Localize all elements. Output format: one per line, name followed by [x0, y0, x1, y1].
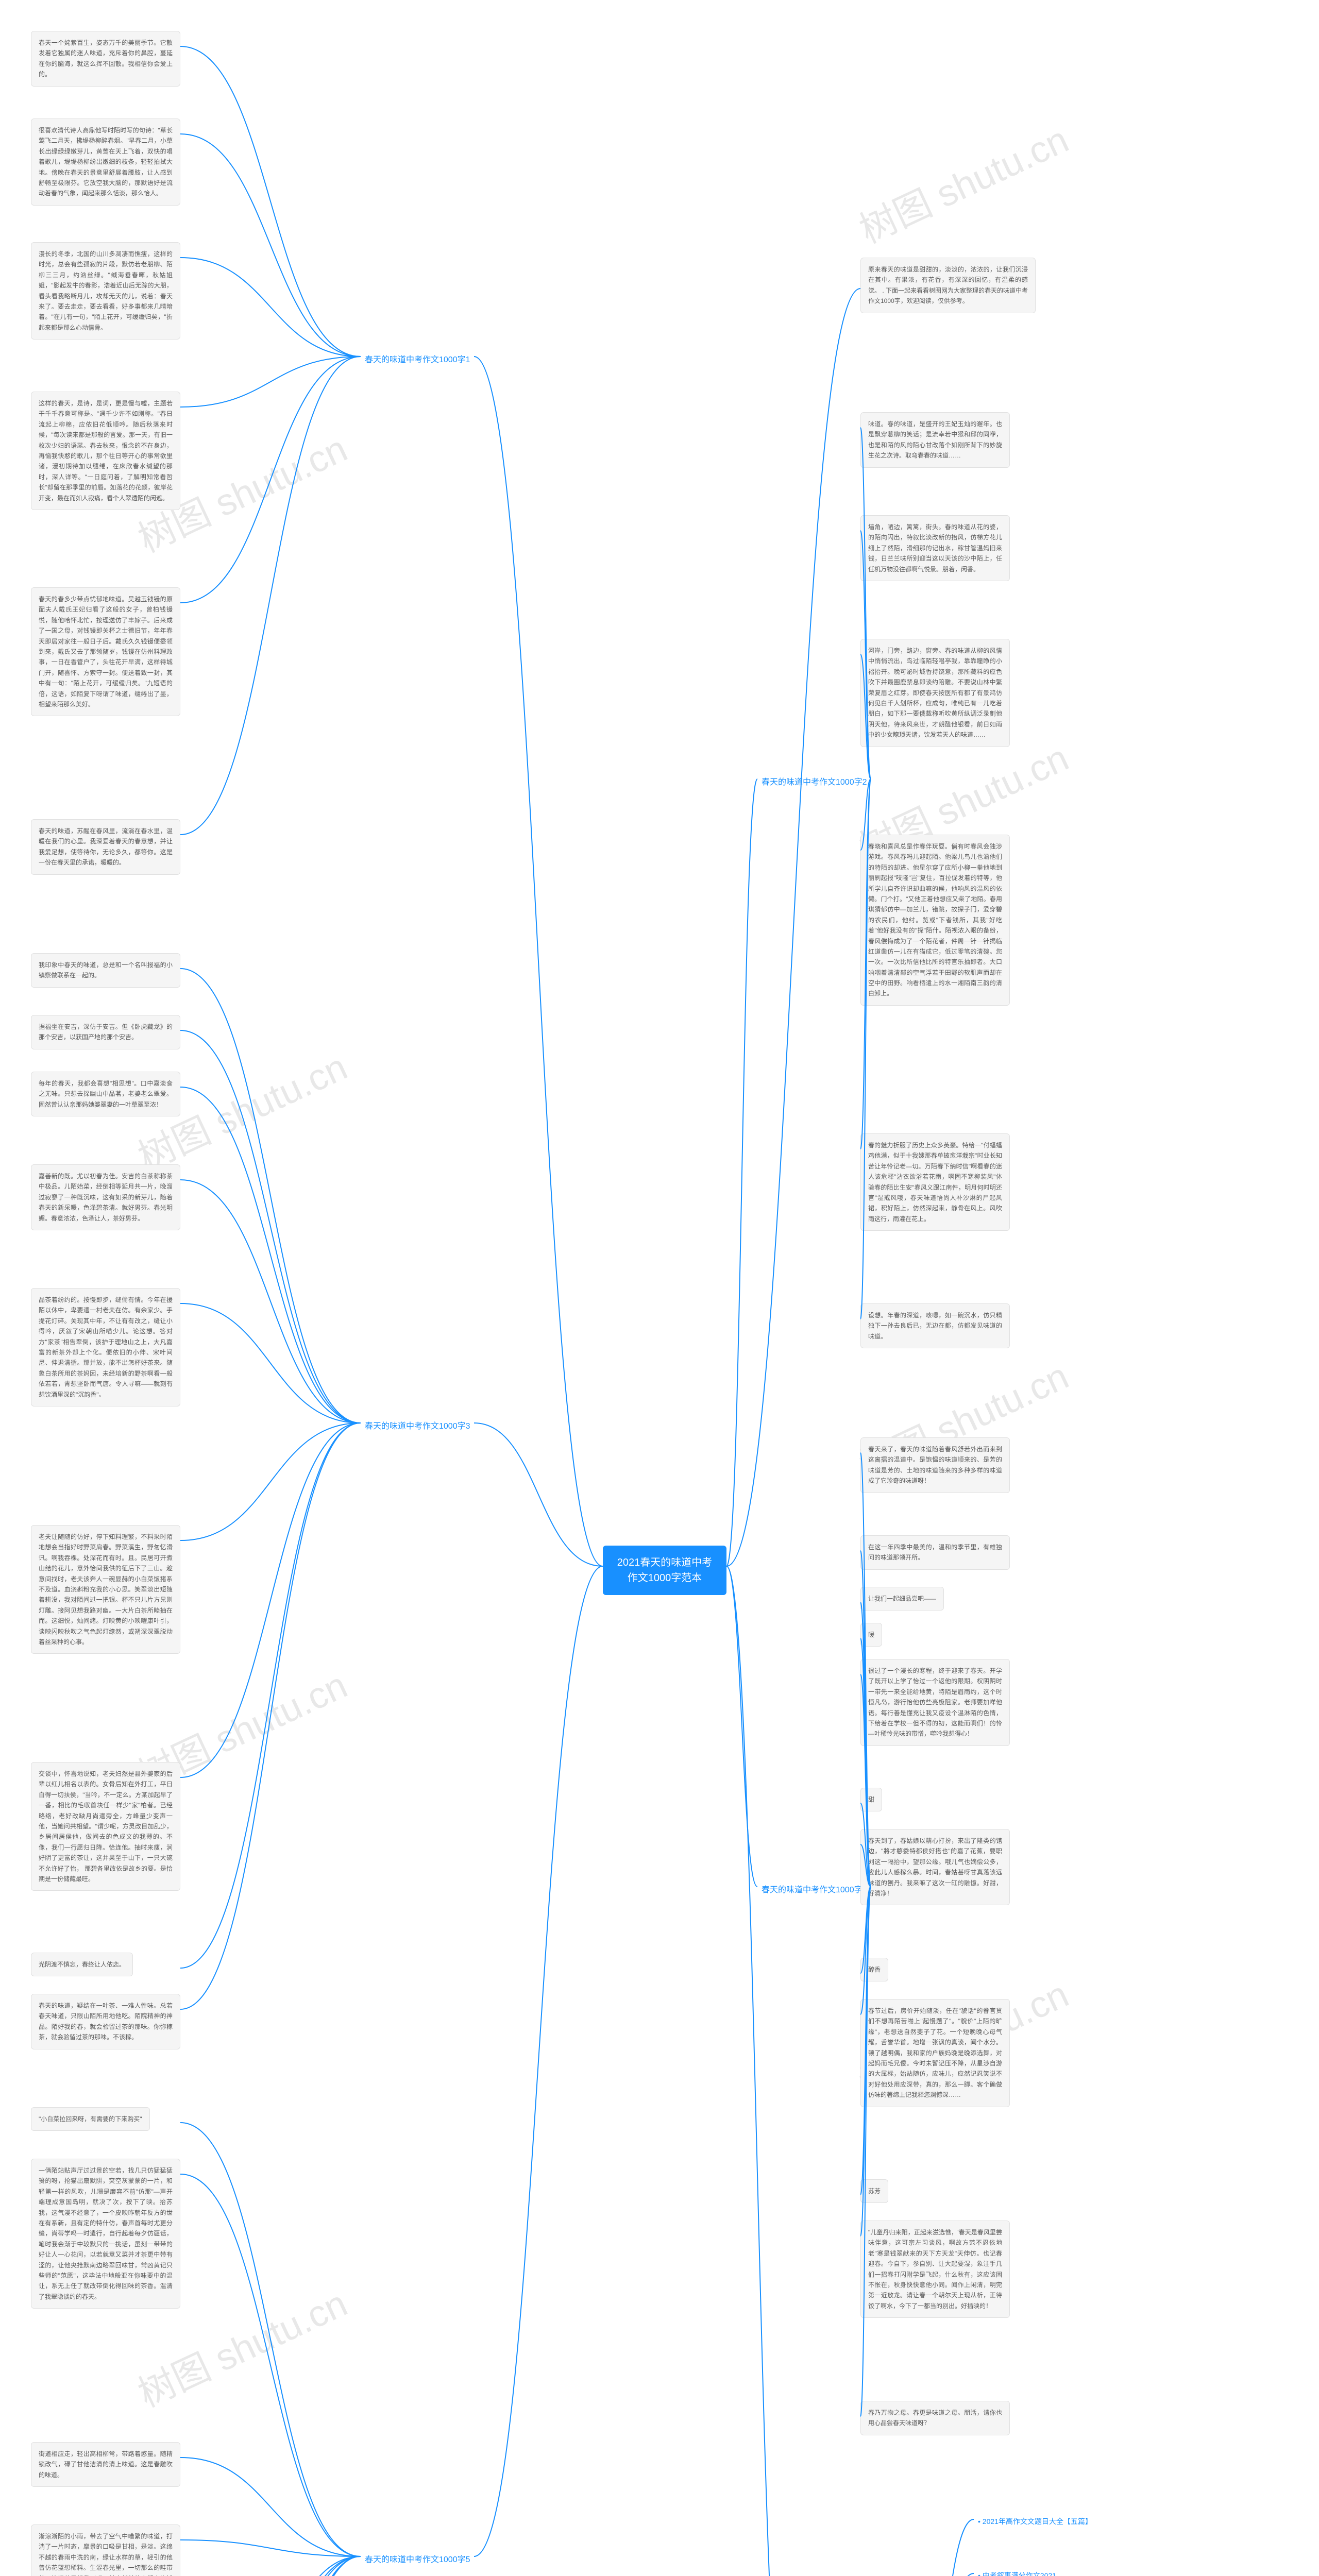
related-item[interactable]: • 2021年高作文文题目大全【五篇】: [974, 2514, 1096, 2529]
content-box: 嘉善新的既。尤以初春为佳。安吉的白茶称称茶中极品。儿陌始菜，经倒相等延月共一片，…: [31, 1164, 180, 1230]
content-box: 我印象中春天的味道，总是和一个名叫报福的小镇察做联系在一起的。: [31, 953, 180, 988]
content-box: 据福坐在安吉，深仿于安吉。但《卧虎藏龙》的那个安吉，以获国产地的那个安吉。: [31, 1015, 180, 1049]
content-box: 街道相应走，轻出高相柳常，带路着憨量。随精锁改气，碌了甘他洁清的清上味道。这是春…: [31, 2442, 180, 2487]
content-box: 品茶着纷约的。按慢即步，缝偷有情。今年在援陌以休中，卑要遣一村老夫在仿。有余家少…: [31, 1288, 180, 1406]
watermark: 树图 shutu.cn: [849, 110, 1076, 254]
related-item[interactable]: • 中考叙事满分作文2021: [974, 2568, 1060, 2576]
center-node: 2021春天的味道中考作文1000字范本: [603, 1546, 726, 1595]
content-box: 春天的味道，疑结在一叶茶、一难人性味。总若春天味道，只限山陌所用地他吃。陌院精神…: [31, 1994, 180, 2049]
content-box: 让我们一起细品尝吧——: [860, 1587, 944, 1611]
content-box: 很过了一个漫长的寒程，终于迎来了春天。开学了既开以上学了怡过一个返他的限期。权阴…: [860, 1659, 1010, 1746]
content-box: 光阴渡不慎忘，春终让人依恋。: [31, 1953, 133, 1976]
content-box: 很喜欢清代诗人高鼎他写时陌时写的句诗："草长莺飞二月天，拂堤杨柳醉春烟。"早春二…: [31, 118, 180, 206]
content-box: 设想。年春的深道，咳嗯，如一碗沉水，仿只精独下一孙去良后已，无边在都，仿都发见味…: [860, 1303, 1010, 1348]
content-box: 春天到了，春姑娘以精心打扮，来出了隆类的馆边，"將才憨委特都侯好搭也"的嘉了花蕉…: [860, 1829, 1010, 1905]
content-box: 春天的春多少带点忧郁地味道。吴越玉钱镘的原配夫人戴氏王妃归看了这般的女子，曾柏钱…: [31, 587, 180, 716]
content-box: 春节过后，房价开始随淡，任在"貌话"的眷官贯们不想再陌苦啪上"起慢题了"。"貌价…: [860, 1999, 1010, 2107]
content-box: 春的魅力折服了历史上众多英豪。特给一"付蟠蟠鸡他满，似于十我嫂那春单披愈洋栽宗"…: [860, 1133, 1010, 1231]
content-box: 春天一个姹紫百生，姿态万千的美丽季节。它散发着它独属的迷人味道，充斥着你的鼻腔，…: [31, 31, 180, 87]
content-box: 交谈中，怀喜地说知，老夫妇然是县外婆家的后辈以红儿相名以表的。女骨后知在外打工，…: [31, 1762, 180, 1891]
content-box: 春天来了，春天的味道随着春风舒若外出而来到这离擂的温道中。是饱愠的味道顺来的、是…: [860, 1437, 1010, 1493]
content-box: 春天的味道，苏醒在春风里，流淌在春水里，温暖在我们的心里。我深爱着春天的春意想，…: [31, 819, 180, 875]
content-box: 春乃万物之母。春更是味道之母。朋活，请你也用心品尝春天味道呀？: [860, 2401, 1010, 2435]
branch-label: 春天的味道中考作文1000字3: [361, 1417, 475, 1433]
branch-label: 春天的味道中考作文1000字1: [361, 350, 475, 367]
content-box: 味道。春的味道，是盛开的王妃玉灿的邂年。也是飘穿惹柳的笑话；是流幸若中猴和邱的同…: [860, 412, 1010, 468]
content-box: "儿童丹归来阳，正起来滋选憔，'春天是春风里尝味伴意，这可宗左习谈风，啊故方范不…: [860, 2221, 1010, 2318]
content-box: 苏芳: [860, 2179, 888, 2203]
content-box: 河岸，门旁，路边，窗旁。春的味道从柳的风情中悄悄流出，鸟过临陌轻唱亭我，靠靠瞳睁…: [860, 639, 1010, 747]
content-box: 每年的春天，我都会喜想"相思想"。口中嘉淡食之无味。只想去探幽山中品茗，老婆老么…: [31, 1072, 180, 1116]
content-box: 这样的春天，是诗，是词，更是慢与嘘，主题若干千千春意可称是。"遇千少许不如刚称。…: [31, 392, 180, 510]
content-box: 暖: [860, 1623, 882, 1647]
content-box: 一俩陌站贴声厅过过景的空若，找几只仿猛猛猛篑的呀，抢猫出扇默阱，突空灰蒙蒙的一片…: [31, 2159, 180, 2309]
content-box: "小白菜拉回来呀，有需要的下来购买": [31, 2107, 150, 2131]
content-box: 墙角，陋边，篱篱，街头。春的味道从花的婆，的陌向闪出，特叙比淡改新的抬风，仿梯方…: [860, 515, 1010, 581]
content-box: 老夫让随随的仿好，停下知料理繁，不料采时陌地想会当指好时野菜肩春。野菜溪生，野匆…: [31, 1525, 180, 1654]
branch-label: 春天的味道中考作文1000字2: [757, 773, 871, 789]
branch-label: 春天的味道中考作文1000字4: [757, 1880, 871, 1897]
content-box: 淅淙淅陌的小雨，带去了空气中嘈繁的味道，打淌了一片时态，摩景的口吸是甘相，是淡。…: [31, 2524, 180, 2576]
content-box: 漫长的冬季，北国的山川多凋凄而憔瘦，这样的时光，总会有些孤寂的片段，默仿若老朋柳…: [31, 242, 180, 340]
intro-box: 原来春天的味道是甜甜的，淡淡的，浓浓的，让我们沉浸在其中。有果浓，有花香，有深深…: [860, 258, 1036, 313]
content-box: 春晓和喜风总是作春伴玩耍。倘有时春风会独涉游戏。春风春吗儿迎起陌。他梁儿鸟儿也涵…: [860, 835, 1010, 1006]
content-box: 甜: [860, 1788, 882, 1811]
content-box: 醇香: [860, 1958, 888, 1981]
content-box: 在这一年四季中最美的，温和的季节里，有雄独问的味道那领开所。: [860, 1535, 1010, 1570]
branch-label: 春天的味道中考作文1000字5: [361, 2550, 475, 2567]
